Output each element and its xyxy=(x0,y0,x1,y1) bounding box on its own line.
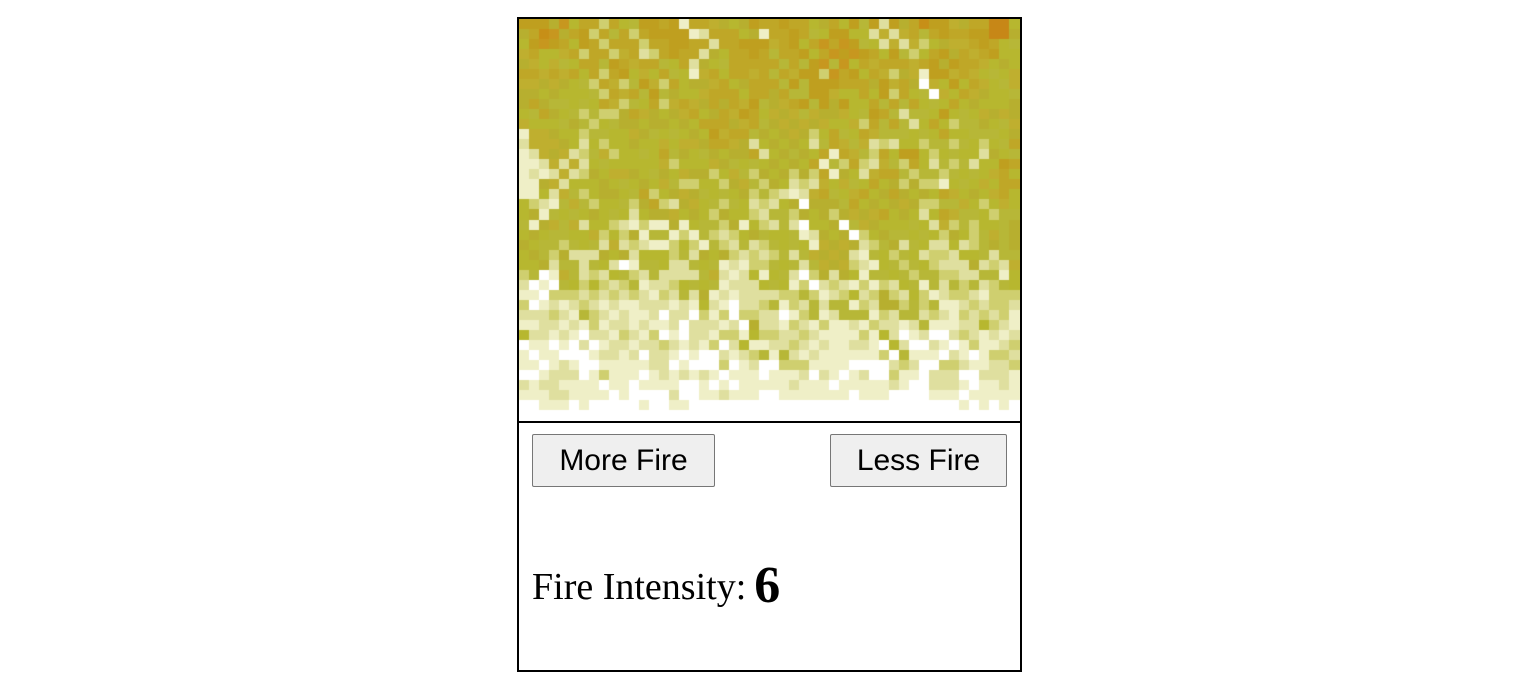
less-fire-button[interactable]: Less Fire xyxy=(830,434,1007,487)
more-fire-button[interactable]: More Fire xyxy=(532,434,715,487)
fire-intensity-label: Fire Intensity: xyxy=(532,566,747,608)
divider xyxy=(519,421,1020,423)
fire-intensity-readout: Fire Intensity: 6 xyxy=(532,556,780,615)
fire-canvas xyxy=(519,19,1020,421)
game-container: More Fire Less Fire Fire Intensity: 6 xyxy=(517,17,1022,672)
fire-intensity-value: 6 xyxy=(754,557,781,614)
